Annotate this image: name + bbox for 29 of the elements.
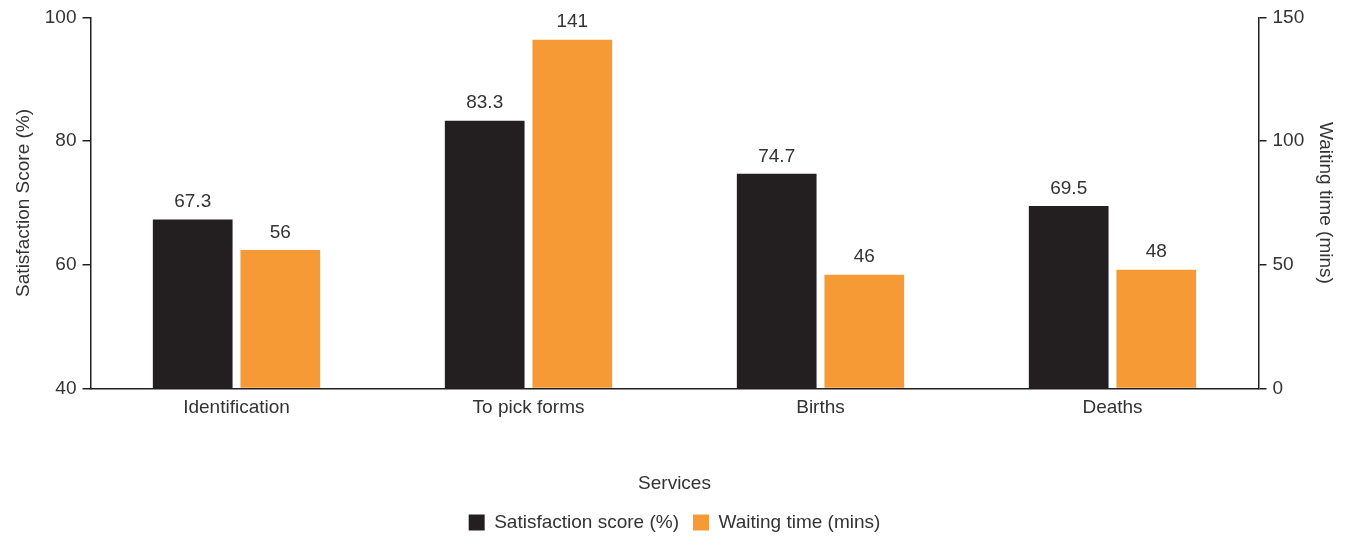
x-tick-label: Deaths: [1082, 396, 1143, 418]
y2-tick-label: 0: [1272, 376, 1284, 398]
y2-tick-label: 50: [1272, 252, 1294, 274]
data-label: 83.3: [466, 91, 504, 113]
y-axis-title: Satisfaction Score (%): [11, 108, 33, 297]
y2-tick-label: 100: [1272, 129, 1305, 151]
data-label: 141: [556, 10, 589, 32]
x-tick-label: Identification: [183, 396, 290, 418]
data-label: 69.5: [1050, 176, 1088, 198]
data-label: 67.3: [174, 190, 212, 212]
x-axis-title: Services: [638, 471, 711, 493]
data-label: 46: [853, 245, 875, 267]
bar: [240, 249, 321, 388]
bar: [824, 274, 905, 388]
y2-axis-title: Waiting time (mins): [1316, 121, 1338, 284]
y-tick-label: 80: [55, 129, 77, 151]
data-label: 74.7: [758, 144, 796, 166]
y-tick-label: 40: [55, 376, 77, 398]
x-tick-label: To pick forms: [472, 396, 585, 418]
data-label: 56: [269, 220, 291, 242]
bar: [1116, 269, 1197, 388]
y2-tick-label: 150: [1272, 5, 1305, 27]
legend-label: Waiting time (mins): [718, 510, 881, 532]
data-label: 48: [1145, 240, 1167, 262]
bar: [532, 39, 613, 388]
legend-label: Satisfaction score (%): [494, 510, 679, 532]
y-tick-label: 60: [55, 252, 77, 274]
y-tick-label: 100: [44, 5, 77, 27]
x-tick-label: Births: [796, 396, 845, 418]
